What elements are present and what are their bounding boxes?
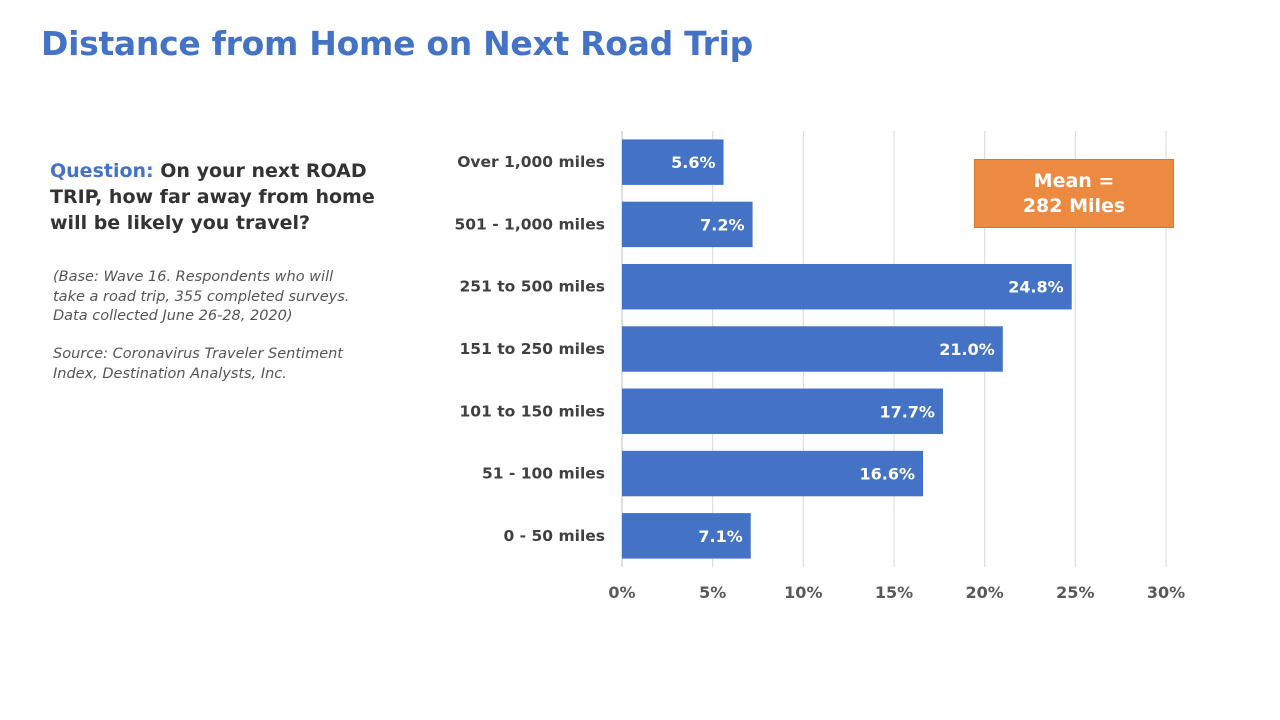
base-note: (Base: Wave 16. Respondents who will tak… xyxy=(53,269,350,324)
bar xyxy=(622,513,751,559)
survey-question: Question: On your next ROAD TRIP, how fa… xyxy=(50,158,380,236)
bar-data-label: 17.7% xyxy=(879,402,935,421)
bar xyxy=(622,326,1003,372)
category-label: 501 - 1,000 miles xyxy=(454,215,605,233)
x-tick-label: 25% xyxy=(1056,583,1094,602)
category-label: 0 - 50 miles xyxy=(504,527,606,545)
slide-title: Distance from Home on Next Road Trip xyxy=(41,24,753,63)
x-tick-label: 30% xyxy=(1147,583,1185,602)
category-labels: Over 1,000 miles 501 - 1,000 miles 251 to … xyxy=(454,153,605,545)
mean-callout-line1: Mean = xyxy=(1033,169,1115,192)
bar xyxy=(622,450,924,497)
bar-data-label: 7.1% xyxy=(698,527,742,546)
x-tick-label: 10% xyxy=(784,583,822,602)
category-label: 151 to 250 miles xyxy=(460,340,605,358)
question-text: On your next ROAD TRIP, how far away fro… xyxy=(50,160,375,234)
bar-data-label: 24.8% xyxy=(1008,278,1064,297)
bar xyxy=(622,388,943,435)
question-label: Question: xyxy=(50,160,154,182)
source-note: Source: Coronavirus Traveler Sentiment I… xyxy=(53,346,343,382)
bar-data-label: 7.2% xyxy=(700,215,744,234)
mean-callout: Mean = 282 Miles xyxy=(974,159,1174,228)
x-tick-label: 20% xyxy=(966,583,1004,602)
bar-data-label: 21.0% xyxy=(939,340,995,359)
category-label: Over 1,000 miles xyxy=(457,153,605,171)
bar-data-label: 16.6% xyxy=(859,465,915,484)
mean-callout-line2: 282 Miles xyxy=(1022,194,1126,217)
bar xyxy=(622,201,753,248)
category-label: 101 to 150 miles xyxy=(460,402,605,420)
x-tick-label: 5% xyxy=(699,583,726,602)
bar xyxy=(622,139,724,185)
x-axis-tick-labels: 0% 5% 10% 15% 20% 25% 30% xyxy=(608,583,1185,602)
category-label: 251 to 500 miles xyxy=(460,278,605,296)
bar xyxy=(622,263,1072,310)
x-tick-label: 15% xyxy=(875,583,913,602)
bars: 5.6% 7.2% 24.8% 21.0% 17.7% 16.6% 7.1% xyxy=(622,139,1072,559)
category-label: 51 - 100 miles xyxy=(482,465,605,483)
x-tick-label: 0% xyxy=(608,583,635,602)
bar-data-label: 5.6% xyxy=(671,153,715,172)
